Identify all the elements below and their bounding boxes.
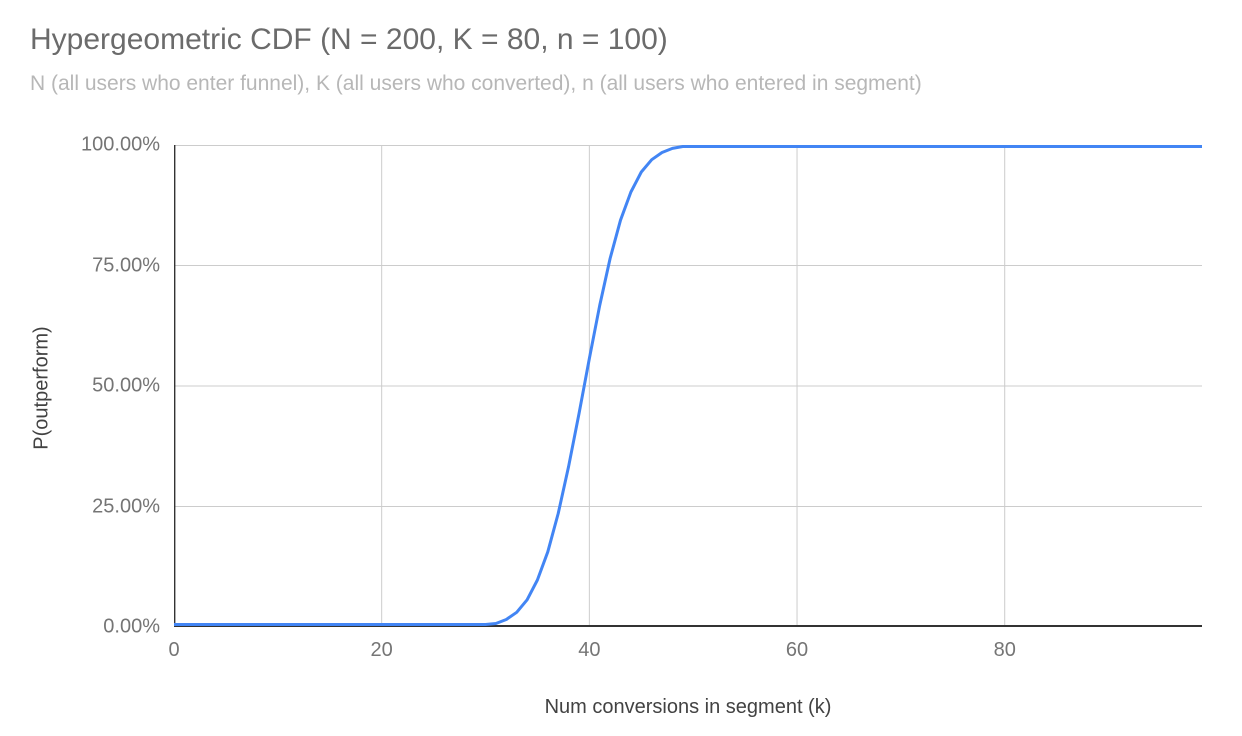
x-axis-title: Num conversions in segment (k): [544, 696, 832, 718]
y-tick-label: 50.00%: [92, 374, 160, 397]
y-axis-title: P(outperform): [30, 326, 53, 450]
x-tick-label: 40: [578, 639, 601, 661]
x-tick-label: 20: [370, 639, 393, 661]
x-tick-label: 80: [993, 639, 1016, 661]
cdf-line-series: [174, 145, 1202, 626]
x-tick-label: 60: [785, 639, 809, 661]
y-tick-label: 75.00%: [92, 254, 160, 276]
x-tick-label: 0: [168, 639, 180, 661]
y-tick-label: 0.00%: [103, 615, 160, 638]
plot-area: [174, 145, 1202, 627]
y-tick-label: 100.00%: [81, 133, 160, 156]
chart-subtitle: N (all users who enter funnel), K (all u…: [30, 72, 922, 95]
chart-title: Hypergeometric CDF (N = 200, K = 80, n =…: [30, 23, 668, 56]
y-tick-label: 25.00%: [92, 495, 160, 517]
